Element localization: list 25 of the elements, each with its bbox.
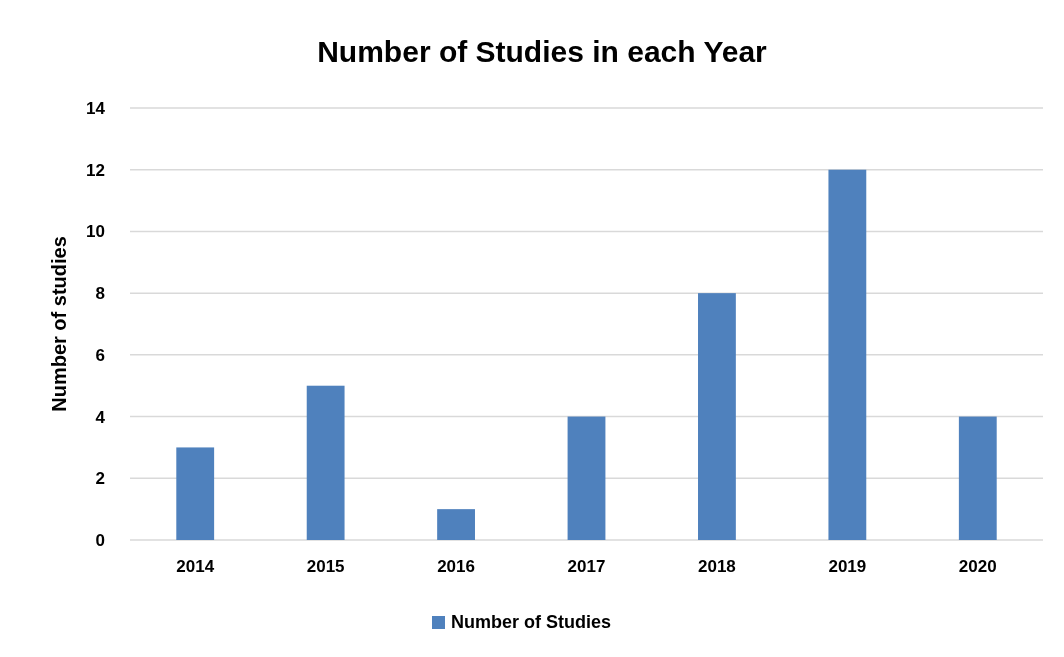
y-tick-label: 2 — [95, 469, 105, 489]
x-tick-label: 2015 — [306, 557, 345, 576]
bar — [958, 416, 997, 540]
y-tick-label: 14 — [86, 98, 106, 118]
x-tick-label: 2016 — [437, 557, 475, 576]
bar — [567, 416, 606, 540]
bar — [437, 509, 475, 540]
x-tick-label: 2020 — [958, 557, 997, 576]
bar — [306, 385, 345, 540]
y-tick-label: 12 — [86, 160, 105, 180]
y-tick-label: 6 — [95, 345, 105, 365]
bar — [828, 169, 867, 540]
y-tick-label: 8 — [95, 284, 105, 304]
y-axis-title: Number of studies — [48, 236, 70, 412]
bar — [698, 293, 736, 540]
chart-title: Number of Studies in each Year — [317, 35, 768, 68]
x-tick-label: 2018 — [698, 557, 736, 576]
y-tick-label: 4 — [95, 407, 106, 427]
x-tick-label: 2019 — [828, 557, 867, 576]
bar — [176, 447, 215, 540]
y-tick-label: 0 — [95, 530, 105, 550]
legend-label: Number of Studies — [451, 612, 612, 633]
x-tick-label: 2014 — [176, 557, 215, 576]
y-tick-label: 10 — [86, 222, 105, 242]
x-tick-label: 2017 — [567, 557, 606, 576]
